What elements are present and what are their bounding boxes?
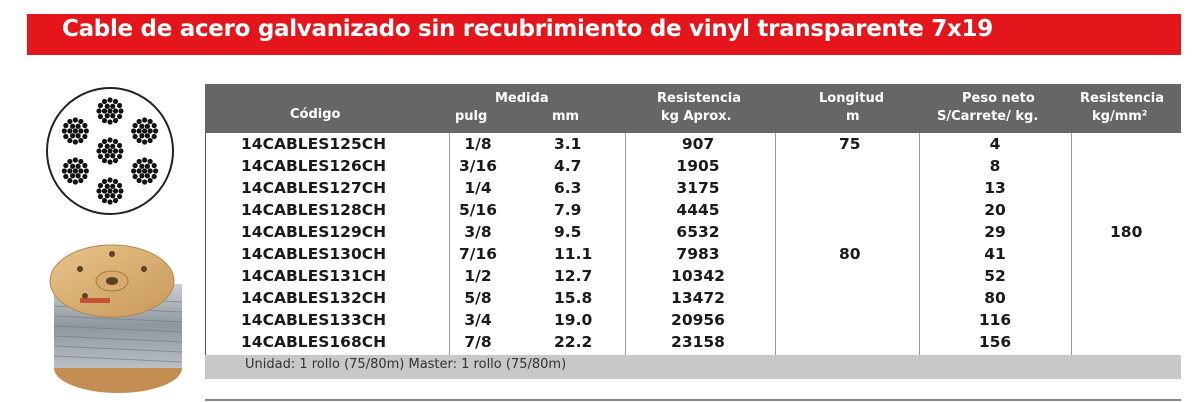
header-resistencia: Resistencia — [657, 91, 741, 106]
cell-mm: 12.7 — [554, 267, 593, 285]
cell-pulg: 1/8 — [464, 135, 492, 153]
cell-kg: 907 — [681, 135, 715, 153]
cell-pulg: 3/8 — [464, 223, 492, 241]
cell-codigo: 14CABLES126CH — [241, 157, 387, 175]
cell-kg: 3175 — [676, 179, 720, 197]
cell-codigo: 14CABLES125CH — [241, 135, 387, 153]
table-footer: Unidad: 1 rollo (75/80m) Master: 1 rollo… — [205, 355, 1181, 379]
cell-pulg: 7/16 — [458, 245, 498, 263]
cell-mm: 6.3 — [554, 179, 582, 197]
cell-codigo: 14CABLES130CH — [241, 245, 387, 263]
cell-mm: 9.5 — [554, 223, 582, 241]
cell-kg: 6532 — [676, 223, 720, 241]
cell-peso: 116 — [978, 311, 1012, 329]
cell-mm: 11.1 — [554, 245, 593, 263]
cell-codigo: 14CABLES168CH — [241, 333, 387, 351]
cell-kg: 1905 — [676, 157, 720, 175]
cell-kg: 7983 — [676, 245, 720, 263]
header-longitud: Longitud — [819, 91, 885, 106]
cell-kg: 20956 — [671, 311, 725, 329]
cell-peso: 156 — [978, 333, 1012, 351]
header-medida: Medida — [495, 91, 549, 106]
title-banner: Cable de acero galvanizado sin recubrimi… — [27, 14, 1181, 55]
cell-peso: 41 — [984, 245, 1006, 263]
cell-kg: 4445 — [676, 201, 720, 219]
header-kg-aprox: kg Aprox. — [661, 109, 732, 124]
header-kg-mm2: kg/mm² — [1092, 109, 1148, 124]
cell-mm: 15.8 — [554, 289, 593, 307]
product-table: Código Medida pulg mm Resistencia kg Apr… — [205, 84, 1181, 355]
cell-mm: 4.7 — [554, 157, 582, 175]
cell-mm: 19.0 — [554, 311, 593, 329]
cell-peso: 4 — [989, 135, 1001, 153]
divider — [205, 399, 1181, 401]
cell-pulg: 3/4 — [464, 311, 492, 329]
cell-kg: 10342 — [671, 267, 725, 285]
longitud-value-75: 75 — [839, 135, 861, 153]
cell-codigo: 14CABLES127CH — [241, 179, 387, 197]
cell-pulg: 3/16 — [458, 157, 498, 175]
cell-peso: 80 — [984, 289, 1006, 307]
cell-codigo: 14CABLES131CH — [241, 267, 387, 285]
footer-note: Unidad: 1 rollo (75/80m) Master: 1 rollo… — [245, 357, 567, 372]
header-mm: mm — [552, 109, 580, 124]
cable-spool-image — [49, 244, 183, 393]
cell-pulg: 7/8 — [464, 333, 492, 351]
header-codigo: Código — [290, 107, 341, 122]
header-pulg: pulg — [455, 109, 488, 124]
cell-codigo: 14CABLES128CH — [241, 201, 387, 219]
cell-pulg: 5/16 — [458, 201, 498, 219]
cell-peso: 29 — [984, 223, 1006, 241]
cell-mm: 7.9 — [554, 201, 582, 219]
cell-mm: 22.2 — [554, 333, 593, 351]
header-peso-neto: Peso neto — [962, 91, 1035, 106]
table-body: 75 80 180 14CABLES125CH 1/8 3.1 907 4 14CABLE… — [205, 133, 1181, 355]
cell-pulg: 1/4 — [464, 179, 492, 197]
header-s-carrete: S/Carrete/ kg. — [937, 109, 1039, 124]
cell-codigo: 14CABLES133CH — [241, 311, 387, 329]
cell-peso: 52 — [984, 267, 1006, 285]
header-m: m — [846, 109, 860, 124]
cell-pulg: 5/8 — [464, 289, 492, 307]
header-resistencia-2: Resistencia — [1080, 91, 1164, 106]
cell-kg: 13472 — [671, 289, 725, 307]
resistencia-value: 180 — [1110, 223, 1143, 241]
cell-codigo: 14CABLES132CH — [241, 289, 387, 307]
table-header: Código Medida pulg mm Resistencia kg Apr… — [205, 84, 1181, 133]
cable-cross-section-image — [46, 87, 174, 215]
cell-mm: 3.1 — [554, 135, 582, 153]
longitud-value-80: 80 — [839, 245, 861, 263]
cell-peso: 20 — [984, 201, 1006, 219]
cell-kg: 23158 — [671, 333, 725, 351]
page-title: Cable de acero galvanizado sin recubrimi… — [62, 16, 993, 42]
cell-peso: 8 — [989, 157, 1001, 175]
cell-codigo: 14CABLES129CH — [241, 223, 387, 241]
cell-peso: 13 — [984, 179, 1006, 197]
cell-pulg: 1/2 — [464, 267, 492, 285]
